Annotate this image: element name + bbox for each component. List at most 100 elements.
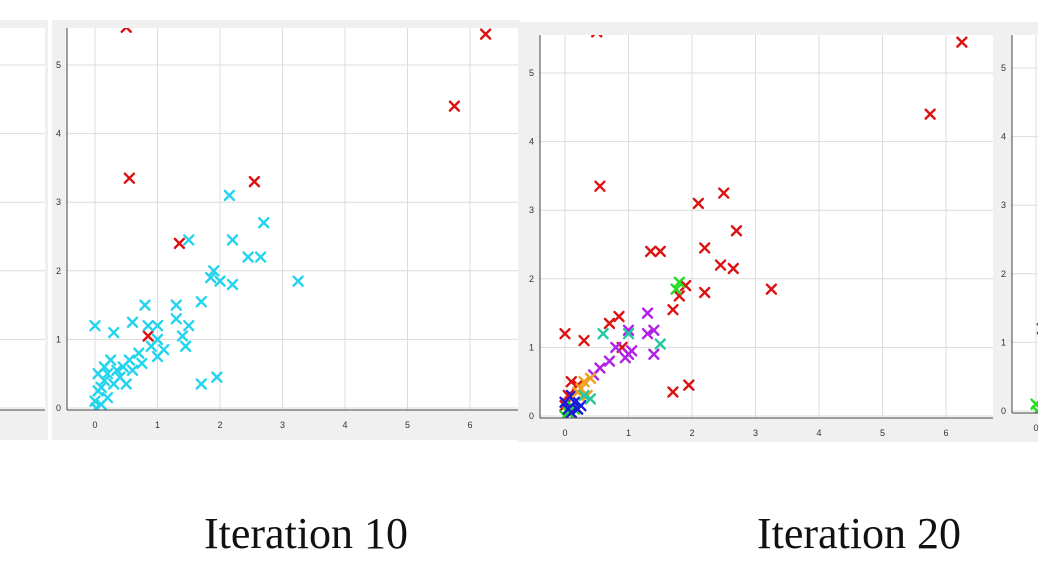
marker-cyan: [258, 217, 270, 229]
marker-red: [448, 100, 461, 112]
marker-cyan: [108, 326, 120, 339]
marker-red: [683, 379, 695, 391]
marker-cyan: [133, 347, 145, 359]
marker-cyan: [89, 319, 101, 332]
x-tick-label: 4: [816, 428, 821, 438]
marker-red: [673, 290, 685, 302]
y-tick-label: 3: [1001, 200, 1006, 210]
y-tick-label: 5: [56, 60, 61, 70]
y-tick-label: 1: [56, 334, 61, 344]
marker-red: [956, 36, 968, 48]
x-tick-label: 3: [753, 428, 758, 438]
marker-red: [613, 310, 625, 323]
marker-red: [123, 172, 136, 184]
marker-blue: [565, 406, 578, 418]
x-tick-label: 0: [1033, 423, 1038, 433]
marker-cyan: [158, 343, 170, 356]
marker-cyan: [117, 361, 129, 373]
marker-red: [559, 327, 571, 340]
marker-cyan: [92, 368, 104, 380]
marker-cyan: [183, 319, 195, 332]
marker-red: [173, 237, 186, 250]
marker-cyan: [223, 189, 236, 202]
marker-green: [1031, 405, 1038, 413]
x-tick-label: 2: [689, 428, 694, 438]
marker-cyan: [254, 251, 267, 263]
marker-red: [594, 180, 606, 192]
marker-red: [699, 286, 711, 299]
caption-iteration-10: Iteration 10: [204, 509, 409, 558]
y-tick-label: 2: [1001, 269, 1006, 279]
marker-red: [692, 197, 705, 210]
caption-iteration-20: Iteration 20: [757, 509, 962, 558]
marker-cyan: [179, 340, 192, 352]
y-tick-label: 2: [529, 274, 534, 284]
marker-cyan: [208, 265, 220, 277]
marker-purple: [610, 341, 622, 354]
marker-red: [765, 283, 778, 295]
marker-red: [667, 386, 679, 398]
marker-cyan: [136, 357, 148, 370]
marker-cyan: [126, 316, 139, 328]
scatter-plot-3: 0 1 2 3 4 5 0 1 2 3 4 5 6: [529, 35, 993, 438]
marker-blue: [575, 400, 587, 412]
marker-cyan: [183, 234, 195, 246]
x-tick-label: 6: [467, 420, 472, 430]
marker-red: [120, 28, 132, 33]
marker-red: [654, 245, 666, 258]
marker-orange: [578, 376, 590, 388]
marker-green: [562, 406, 574, 418]
x-tick-label: 0: [92, 420, 97, 430]
marker-red: [603, 317, 616, 330]
plot-inner: [67, 28, 518, 410]
marker-purple: [603, 355, 616, 367]
plot-area: [67, 28, 518, 410]
marker-green: [673, 276, 685, 288]
marker-blue: [565, 389, 578, 402]
marker-cyan: [142, 319, 154, 332]
marker-purple: [648, 324, 660, 336]
marker-purple: [622, 324, 635, 336]
plot-inner: [0, 64, 45, 409]
x-tick-label: 5: [405, 420, 410, 430]
marker-purple: [648, 348, 660, 360]
marker-green: [670, 283, 682, 295]
plot-area: [540, 35, 993, 418]
marker-cyan: [226, 278, 239, 291]
marker-cyan: [195, 378, 207, 390]
x-tick-label: 1: [626, 428, 631, 438]
x-tick-label: 6: [943, 428, 948, 438]
marker-cyan: [151, 319, 164, 332]
marker-purple: [622, 348, 635, 360]
marker-cyan: [111, 364, 123, 376]
marker-cyan: [120, 378, 132, 390]
scatter-plot-4: 0 1 2 3 4 5 0: [1001, 35, 1038, 433]
marker-cyan: [170, 313, 182, 325]
marker-cyan: [92, 385, 104, 397]
y-tick-label: 0: [56, 403, 61, 413]
marker-cyan: [139, 299, 151, 311]
marker-purple: [641, 327, 654, 340]
y-tick-label: 0: [529, 411, 534, 421]
y-tick-label: 0: [1001, 406, 1006, 416]
marker-red: [645, 245, 657, 258]
marker-teal: [597, 327, 609, 340]
marker-teal: [654, 338, 666, 350]
marker-cyan: [204, 271, 217, 284]
marker-red: [142, 330, 154, 342]
plot-area: [1012, 35, 1038, 413]
scatter-plot-2: 0 1 2 3 4 5 0 1 2 3 4 5 6: [56, 28, 518, 430]
marker-cyan: [214, 275, 226, 287]
plot-inner: [540, 35, 993, 418]
marker-cyan: [211, 371, 223, 383]
y-tick-label: 3: [529, 205, 534, 215]
x-tick-label: 0: [562, 428, 567, 438]
marker-red: [578, 334, 590, 347]
marker-red: [565, 376, 578, 388]
marker-red: [714, 259, 727, 271]
marker-red: [718, 187, 730, 199]
x-tick-label: 2: [217, 420, 222, 430]
marker-cyan: [126, 364, 139, 376]
marker-cyan: [145, 340, 157, 352]
